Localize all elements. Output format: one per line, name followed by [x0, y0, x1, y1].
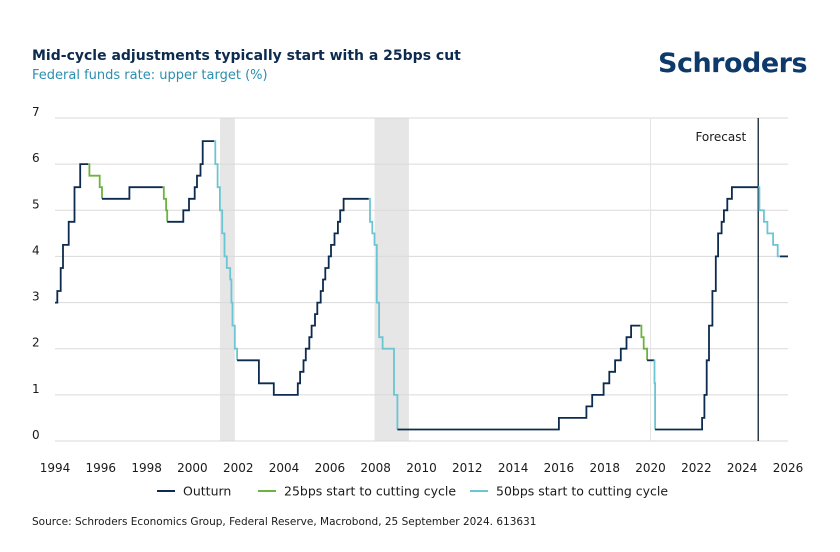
x-tick-label-2006: 2006 — [315, 461, 346, 475]
series-line-50bps-start-to-cutting-cycle-13 — [758, 186, 780, 258]
series-lines — [55, 140, 788, 431]
series-line-outturn-8 — [397, 324, 641, 431]
series-line-outturn-12 — [655, 186, 759, 431]
x-tick-label-2010: 2010 — [406, 461, 437, 475]
y-tick-label-5: 5 — [32, 197, 40, 211]
recession-shading — [219, 118, 409, 441]
chart-subtitle: Federal funds rate: upper target (%) — [32, 68, 268, 83]
x-tick-label-1998: 1998 — [131, 461, 162, 475]
series-line-outturn-0 — [55, 163, 89, 304]
x-tick-label-2022: 2022 — [681, 461, 712, 475]
y-tick-label-2: 2 — [32, 336, 40, 350]
series-line-50bps-start-to-cutting-cycle-11 — [653, 359, 656, 430]
recession-band-1 — [374, 118, 409, 441]
series-line-25bps-start-to-cutting-cycle-1 — [88, 163, 103, 199]
series-line-50bps-start-to-cutting-cycle-7 — [368, 197, 399, 430]
forecast-marker: Forecast — [695, 118, 759, 441]
y-tick-label-4: 4 — [32, 243, 40, 257]
source-note: Source: Schroders Economics Group, Feder… — [32, 516, 537, 528]
y-tick-label-0: 0 — [32, 428, 40, 442]
x-tick-label-2018: 2018 — [589, 461, 620, 475]
legend: Outturn 25bps start to cutting cycle 50bps… — [157, 484, 668, 499]
y-tick-label-7: 7 — [32, 105, 40, 119]
x-tick-label-2012: 2012 — [452, 461, 483, 475]
x-tick-label-2020: 2020 — [635, 461, 666, 475]
grid-lines — [55, 117, 788, 442]
x-tick-label-1994: 1994 — [40, 461, 71, 475]
series-line-outturn-2 — [102, 186, 163, 200]
y-tick-label-1: 1 — [32, 382, 40, 396]
series-line-25bps-start-to-cutting-cycle-9 — [640, 324, 648, 361]
x-tick-label-2008: 2008 — [360, 461, 391, 475]
legend-label-2: 50bps start to cutting cycle — [496, 484, 668, 499]
x-tick-label-2024: 2024 — [727, 461, 758, 475]
x-tick-label-2026: 2026 — [773, 461, 804, 475]
x-axis-ticks: 1994 1996 1998 2000 2002 2004 2006 2008 2010 2012… — [40, 461, 804, 475]
x-tick-label-1996: 1996 — [86, 461, 117, 475]
x-tick-label-2014: 2014 — [498, 461, 529, 475]
x-tick-label-2002: 2002 — [223, 461, 254, 475]
y-tick-label-6: 6 — [32, 151, 40, 165]
x-tick-label-2016: 2016 — [544, 461, 575, 475]
chart-title: Mid-cycle adjustments typically start wi… — [32, 48, 461, 64]
legend-label-0: Outturn — [183, 484, 231, 499]
series-line-outturn-6 — [237, 197, 369, 396]
series-line-25bps-start-to-cutting-cycle-3 — [162, 186, 169, 222]
series-line-50bps-start-to-cutting-cycle-5 — [214, 140, 238, 361]
x-tick-label-2000: 2000 — [177, 461, 208, 475]
x-tick-label-2004: 2004 — [269, 461, 300, 475]
series-line-outturn-4 — [167, 140, 215, 223]
y-tick-label-3: 3 — [32, 290, 40, 304]
schroders-logo: Schroders — [658, 48, 808, 79]
y-axis-ticks: 0 1 2 3 4 5 6 7 — [32, 105, 40, 442]
recession-band-0 — [219, 118, 235, 441]
forecast-label: Forecast — [695, 130, 746, 144]
legend-label-1: 25bps start to cutting cycle — [284, 484, 456, 499]
